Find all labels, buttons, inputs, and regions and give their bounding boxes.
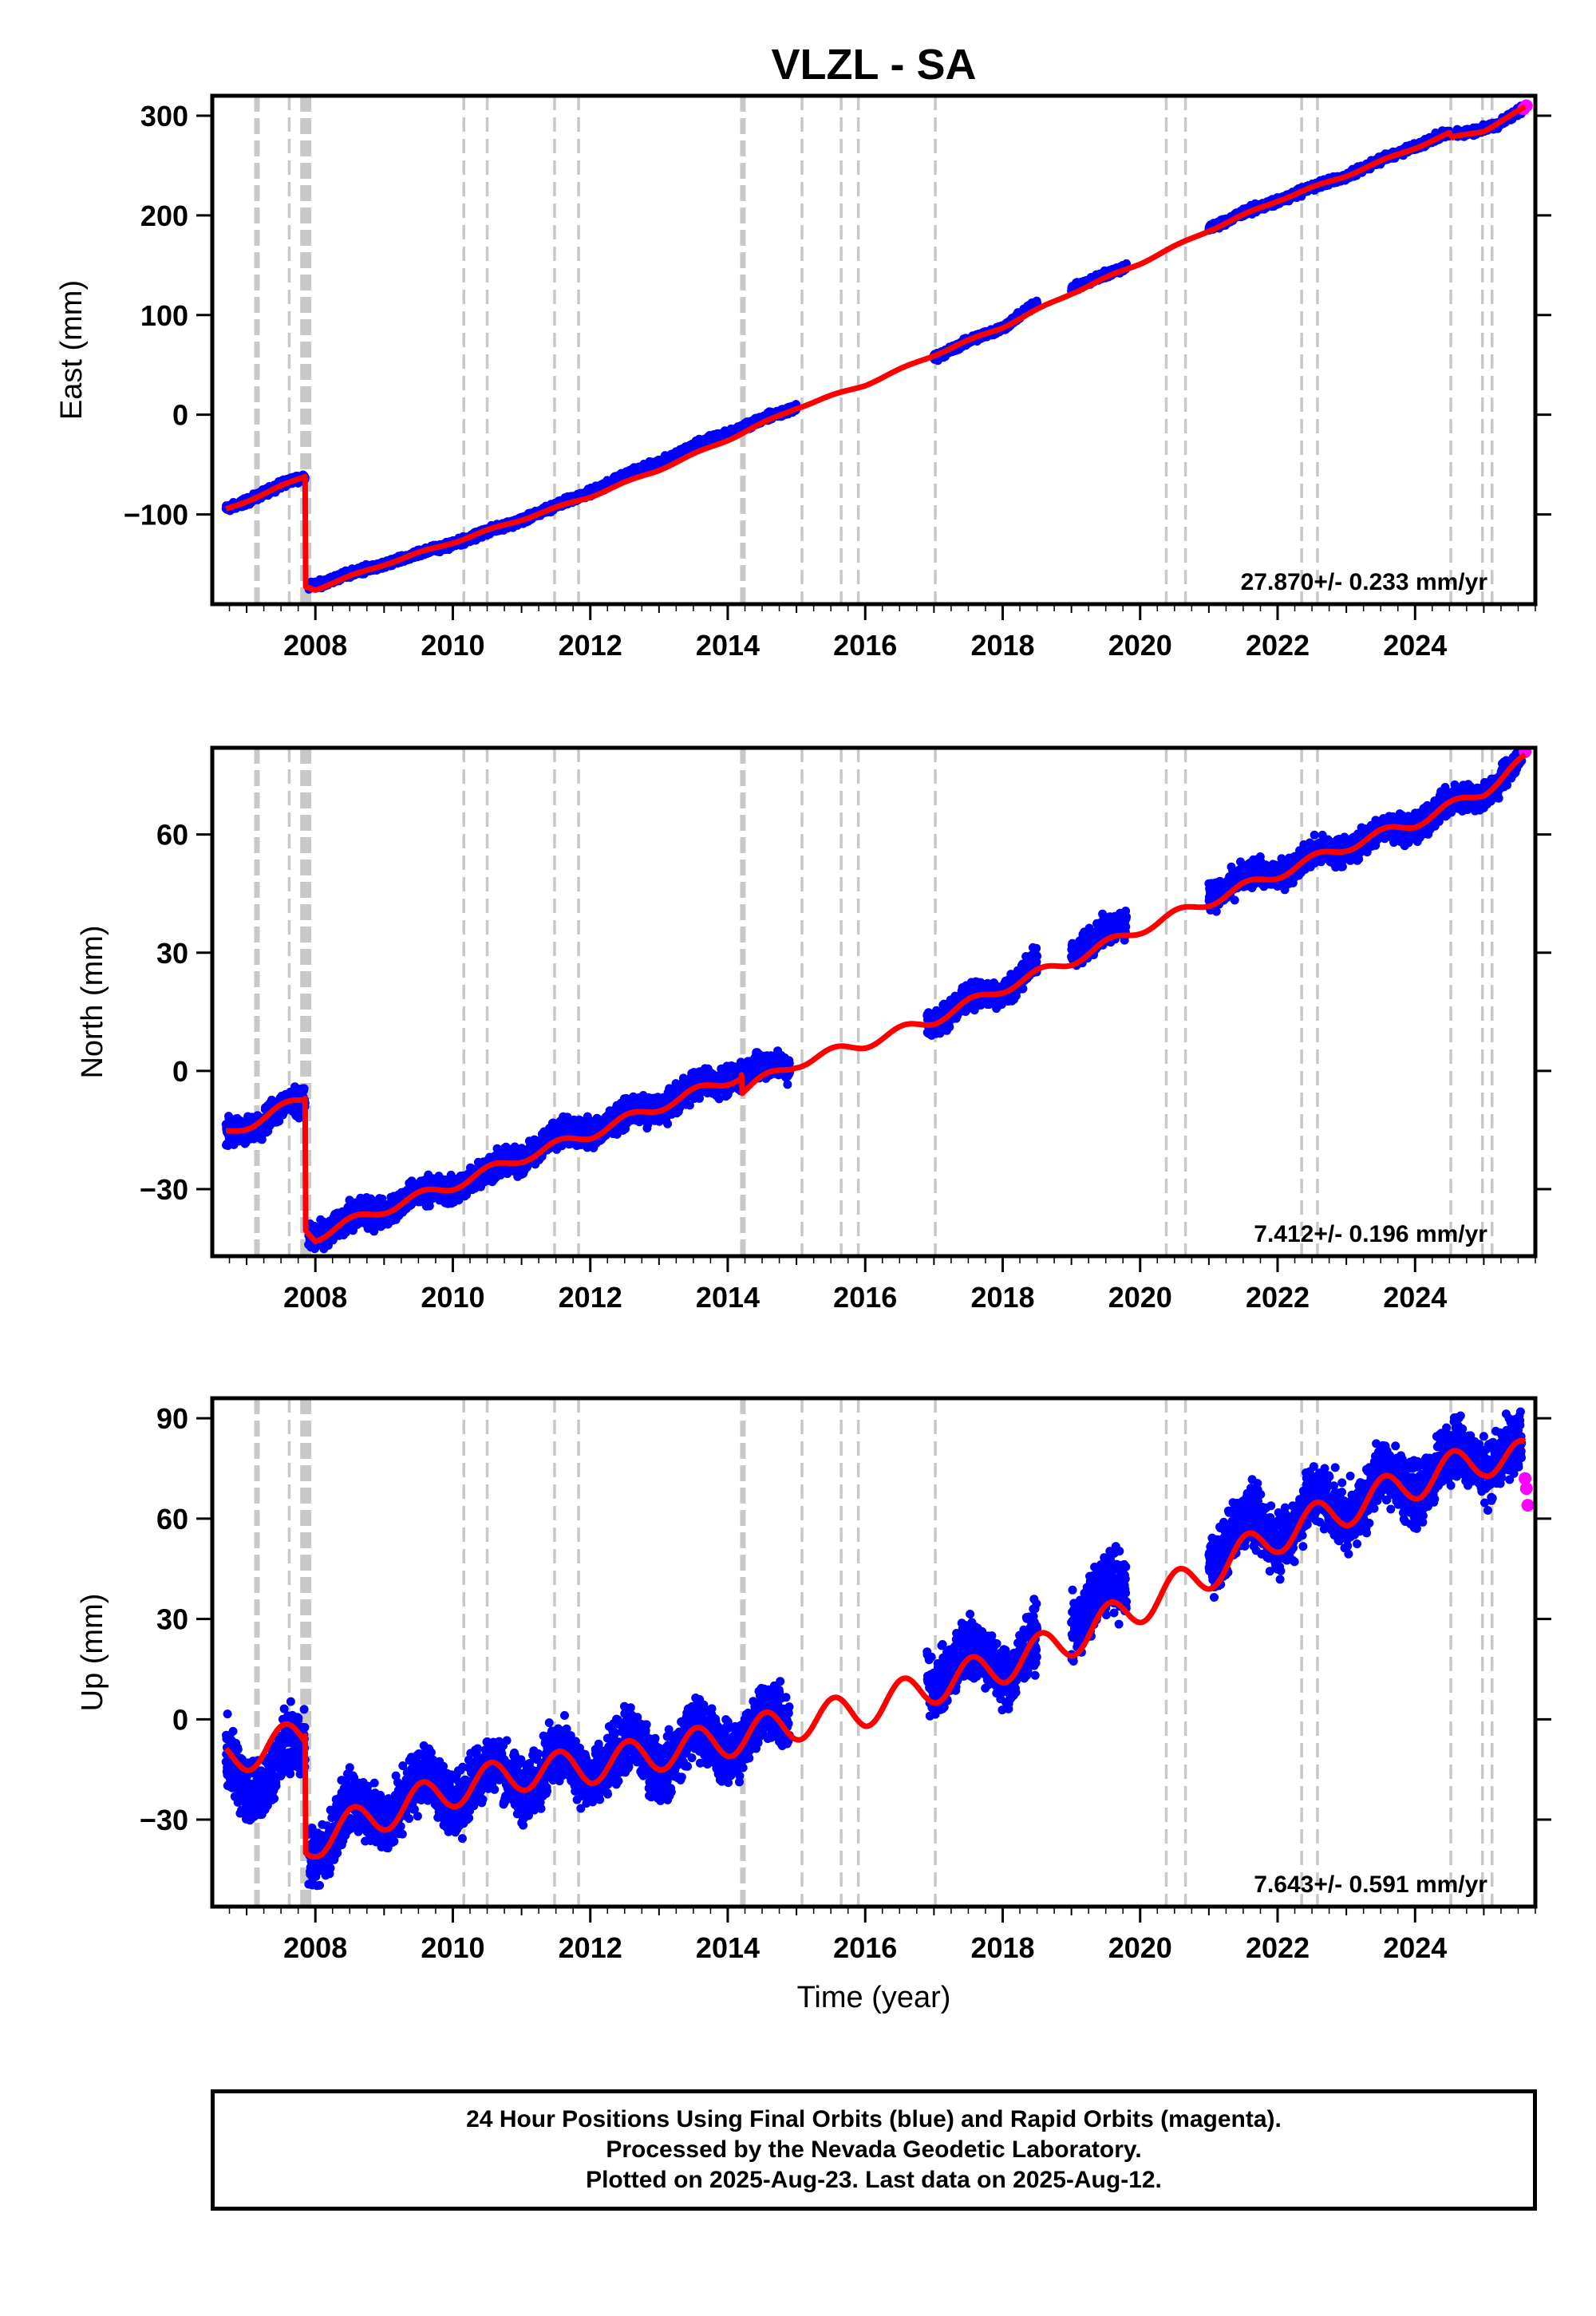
up-x-tick-label: 2014 — [696, 1931, 760, 1964]
up-rate-label: 7.643+/- 0.591 mm/yr — [1254, 1871, 1487, 1898]
up-y-tick-label: 0 — [172, 1703, 188, 1736]
east-final-orbit-points — [304, 400, 801, 594]
up-x-tick-label: 2016 — [833, 1931, 897, 1964]
north-final-orbit-points — [304, 1046, 795, 1254]
x-axis-title: Time (year) — [797, 1981, 951, 2014]
north-panel: 2008 2010 2012 2014 2016 2018 2020 2022 2024 −30 0… — [76, 745, 1551, 1314]
figure-title: VLZL - SA — [771, 41, 976, 89]
east-x-tick-label: 2008 — [283, 629, 347, 662]
east-y-tick-label: −100 — [124, 499, 188, 532]
up-rapid-orbit-point — [1519, 1472, 1532, 1485]
north-x-tick-label: 2022 — [1246, 1281, 1310, 1314]
caption-line-3: Plotted on 2025-Aug-23. Last data on 202… — [586, 2167, 1162, 2193]
north-y-axis-title: North (mm) — [76, 925, 109, 1078]
north-x-tick-label: 2018 — [970, 1281, 1034, 1314]
east-rate-label: 27.870+/- 0.233 mm/yr — [1241, 569, 1488, 595]
caption-line-1: 24 Hour Positions Using Final Orbits (bl… — [466, 2106, 1282, 2132]
east-y-axis-title: East (mm) — [55, 280, 89, 420]
up-rapid-orbit-point — [1519, 1482, 1533, 1496]
east-final-orbit-points — [1067, 259, 1132, 296]
up-y-axis-title: Up (mm) — [76, 1594, 109, 1712]
up-panel: 2008 2010 2012 2014 2016 2018 2020 2022 2024 −30 0… — [76, 1396, 1551, 1964]
up-x-tick-label: 2008 — [283, 1931, 347, 1964]
caption-line-2: Processed by the Nevada Geodetic Laborat… — [606, 2136, 1142, 2163]
north-x-tick-label: 2014 — [696, 1281, 760, 1314]
east-plot-area — [221, 96, 1533, 604]
north-y-tick-label: 0 — [172, 1055, 188, 1088]
up-y-tick-label: 60 — [156, 1503, 188, 1535]
north-model-fit-line — [223, 752, 1527, 1244]
east-frame — [210, 93, 1538, 607]
up-y-tick-label: −30 — [140, 1804, 188, 1836]
up-x-tick-label: 2010 — [421, 1931, 484, 1964]
east-model-fit-line — [223, 104, 1527, 593]
north-x-tick-label: 2024 — [1383, 1281, 1447, 1314]
up-plot-area — [221, 1398, 1535, 1907]
east-x-tick-label: 2020 — [1108, 629, 1172, 662]
up-x-tick-label: 2018 — [970, 1931, 1034, 1964]
up-y-tick-label: 90 — [156, 1402, 188, 1435]
east-x-tick-label: 2016 — [833, 629, 897, 662]
up-x-tick-label: 2020 — [1108, 1931, 1172, 1964]
north-y-tick-label: −30 — [140, 1173, 188, 1206]
north-x-tick-label: 2008 — [283, 1281, 347, 1314]
north-y-tick-label: 30 — [156, 937, 188, 970]
east-x-tick-label: 2022 — [1246, 629, 1310, 662]
east-y-tick-label: 0 — [172, 399, 188, 432]
east-y-tick-label: 200 — [140, 200, 188, 232]
east-x-tick-label: 2014 — [696, 629, 760, 662]
north-x-tick-label: 2010 — [421, 1281, 484, 1314]
up-x-tick-label: 2012 — [559, 1931, 622, 1964]
north-x-tick-label: 2012 — [559, 1281, 622, 1314]
east-x-tick-label: 2012 — [559, 629, 622, 662]
up-rapid-orbit-point — [1521, 1499, 1535, 1512]
north-x-tick-label: 2020 — [1108, 1281, 1172, 1314]
up-y-tick-label: 30 — [156, 1603, 188, 1636]
east-x-tick-label: 2024 — [1383, 629, 1447, 662]
caption-box: 24 Hour Positions Using Final Orbits (bl… — [211, 2089, 1537, 2211]
east-x-tick-label: 2010 — [421, 629, 484, 662]
up-x-tick-label: 2024 — [1383, 1931, 1447, 1964]
up-x-tick-label: 2022 — [1246, 1931, 1310, 1964]
east-panel: 2008 2010 2012 2014 2016 2018 2020 2022 2024 −100… — [55, 93, 1551, 662]
up-model-fit-line — [223, 1437, 1527, 1860]
up-frame — [210, 1396, 1538, 1909]
east-x-tick-label: 2018 — [970, 629, 1034, 662]
east-y-tick-label: 300 — [140, 100, 188, 132]
north-y-tick-label: 60 — [156, 819, 188, 852]
north-frame — [210, 745, 1538, 1259]
north-x-tick-label: 2016 — [833, 1281, 897, 1314]
east-y-tick-label: 100 — [140, 299, 188, 332]
north-rate-label: 7.412+/- 0.196 mm/yr — [1254, 1221, 1487, 1247]
north-plot-area — [221, 748, 1532, 1256]
up-final-orbit-points — [304, 1677, 795, 1891]
north-final-orbit-points — [1204, 748, 1527, 916]
